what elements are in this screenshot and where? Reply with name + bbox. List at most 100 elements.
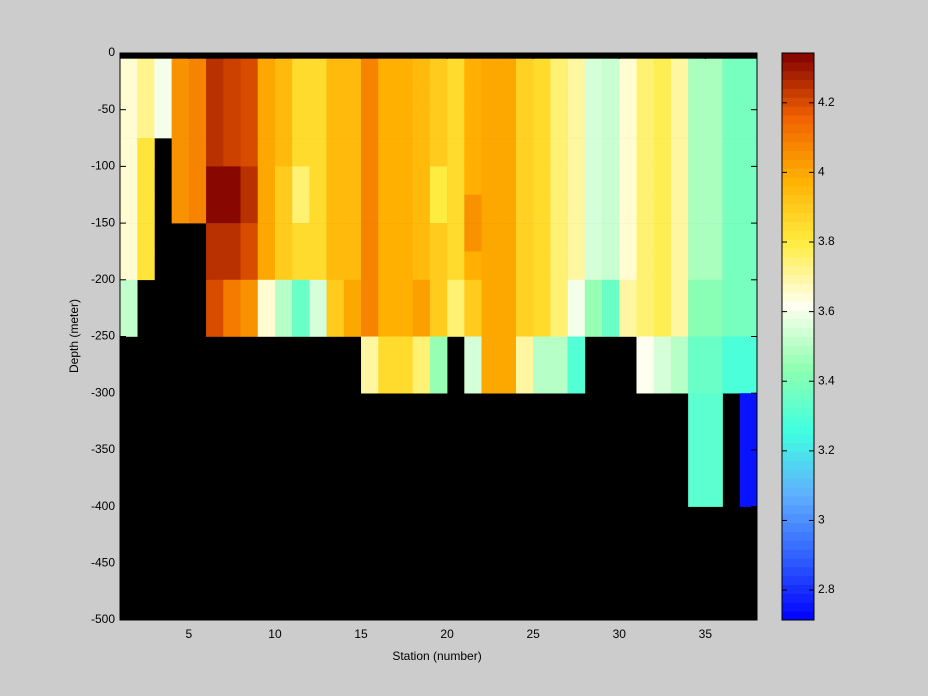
heatmap-cell [206, 279, 224, 337]
heatmap-cell [722, 223, 741, 252]
heatmap-cell [533, 138, 551, 167]
heatmap-cell [274, 81, 293, 110]
heatmap-cell [137, 194, 155, 224]
colorbar-tick-label: 3.2 [818, 443, 835, 457]
colorbar-swatch [782, 61, 814, 72]
heatmap-cell [447, 58, 465, 82]
heatmap-cell [378, 58, 396, 82]
heatmap-cell [292, 166, 310, 196]
heatmap-cell [257, 109, 276, 139]
colorbar-tick-label: 2.8 [818, 582, 835, 596]
heatmap-cell [309, 251, 327, 281]
colorbar-swatch [782, 203, 814, 213]
heatmap-cell [481, 251, 500, 281]
heatmap-cell [137, 138, 155, 167]
heatmap-cell [602, 138, 620, 167]
heatmap-cell [670, 109, 689, 139]
heatmap-cell [395, 138, 413, 167]
y-tick-label: -200 [91, 272, 115, 286]
heatmap-cell [481, 109, 500, 139]
heatmap-cell [636, 279, 655, 337]
heatmap-cell [412, 336, 431, 394]
heatmap-cell [515, 194, 534, 224]
colorbar-swatch [782, 504, 814, 515]
heatmap-cell [257, 58, 276, 82]
heatmap-cell [188, 58, 207, 82]
heatmap-cell [464, 81, 482, 110]
heatmap-cell [240, 109, 259, 139]
heatmap-cell [533, 81, 551, 110]
colorbar-swatch [782, 407, 814, 417]
heatmap-cell [550, 223, 568, 252]
colorbar-swatch [782, 460, 814, 470]
heatmap-cell [206, 194, 224, 224]
heatmap-cell [619, 81, 637, 110]
y-tick-label: 0 [108, 45, 115, 59]
heatmap-cell [240, 81, 259, 110]
colorbar-swatch [782, 256, 814, 267]
heatmap-cell [120, 81, 138, 110]
heatmap-cell [120, 194, 138, 224]
heatmap-cell [274, 194, 293, 224]
heatmap-cell [120, 58, 138, 82]
colorbar-swatch [782, 487, 814, 497]
colorbar-swatch [782, 177, 814, 187]
colorbar-swatch [782, 557, 814, 568]
colorbar-swatch [782, 495, 814, 506]
heatmap-cell [412, 279, 431, 337]
heatmap-cell [653, 279, 672, 337]
heatmap-cell [515, 58, 534, 82]
heatmap-cell [602, 109, 620, 139]
heatmap-cell [137, 58, 155, 82]
heatmap-cell [137, 166, 155, 196]
heatmap-cell [670, 58, 689, 82]
heatmap-cell [670, 138, 689, 167]
heatmap-cell [120, 138, 138, 167]
heatmap-cell [722, 58, 741, 82]
heatmap-cell [705, 336, 723, 394]
colorbar-swatch [782, 159, 814, 169]
y-tick-label: -300 [91, 385, 115, 399]
heatmap-cell [257, 194, 276, 224]
colorbar-swatch [782, 478, 814, 488]
heatmap-cell [137, 109, 155, 139]
heatmap-cell [429, 81, 448, 110]
heatmap-cell [326, 166, 345, 196]
heatmap-cell [653, 251, 672, 281]
x-tick-label: 10 [268, 627, 282, 641]
colorbar-swatch [782, 115, 814, 125]
heatmap-cell [378, 279, 396, 337]
heatmap-cell [309, 279, 327, 337]
heatmap-cell [257, 166, 276, 196]
heatmap-cell [498, 81, 517, 110]
heatmap-cell [154, 109, 172, 139]
heatmap-cell [722, 279, 741, 337]
heatmap-cell [395, 109, 413, 139]
heatmap-cell [533, 336, 551, 394]
colorbar-swatch [782, 194, 814, 205]
heatmap-cell [395, 81, 413, 110]
colorbar-swatch [782, 301, 814, 311]
heatmap-cell [292, 138, 310, 167]
heatmap-cell [464, 251, 482, 281]
heatmap-cell [550, 194, 568, 224]
heatmap-cell [705, 223, 723, 252]
colorbar-swatch [782, 53, 814, 63]
heatmap-cell [739, 109, 758, 139]
heatmap-cell [206, 138, 224, 167]
heatmap-cell [223, 138, 241, 167]
heatmap-cell [550, 81, 568, 110]
heatmap-cell [188, 194, 207, 224]
heatmap-cell [361, 336, 379, 394]
heatmap-cell [739, 58, 758, 82]
heatmap-cell [378, 223, 396, 252]
colorbar-swatch [782, 540, 814, 550]
heatmap-cell [550, 251, 568, 281]
colorbar-swatch [782, 469, 814, 479]
heatmap-cell [326, 138, 345, 167]
heatmap-cell [705, 138, 723, 167]
heatmap-cell [171, 58, 190, 82]
heatmap-cell [584, 194, 603, 224]
heatmap-cell [326, 81, 345, 110]
heatmap-cell [292, 58, 310, 82]
